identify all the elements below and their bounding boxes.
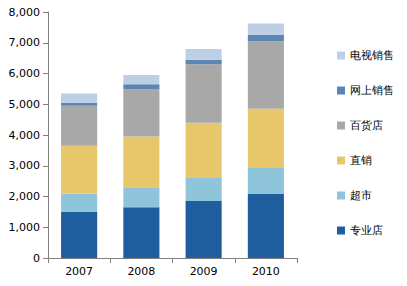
svg-text:6,000: 6,000	[9, 67, 41, 80]
svg-text:直销: 直销	[350, 154, 372, 167]
svg-text:8,000: 8,000	[9, 6, 41, 19]
svg-text:百货店: 百货店	[350, 119, 383, 132]
svg-text:2009: 2009	[190, 265, 218, 278]
svg-text:4,000: 4,000	[9, 129, 41, 142]
svg-text:5,000: 5,000	[9, 98, 41, 111]
svg-text:2,000: 2,000	[9, 190, 41, 203]
svg-text:0: 0	[33, 252, 40, 265]
svg-text:2008: 2008	[127, 265, 155, 278]
svg-text:超市: 超市	[350, 189, 372, 202]
svg-text:电视销售: 电视销售	[350, 49, 394, 62]
svg-text:3,000: 3,000	[9, 159, 41, 172]
svg-text:7,000: 7,000	[9, 36, 41, 49]
svg-text:专业店: 专业店	[350, 224, 383, 237]
svg-text:2010: 2010	[252, 265, 280, 278]
svg-text:2007: 2007	[65, 265, 93, 278]
svg-text:网上销售: 网上销售	[350, 84, 394, 97]
svg-text:1,000: 1,000	[9, 221, 41, 234]
